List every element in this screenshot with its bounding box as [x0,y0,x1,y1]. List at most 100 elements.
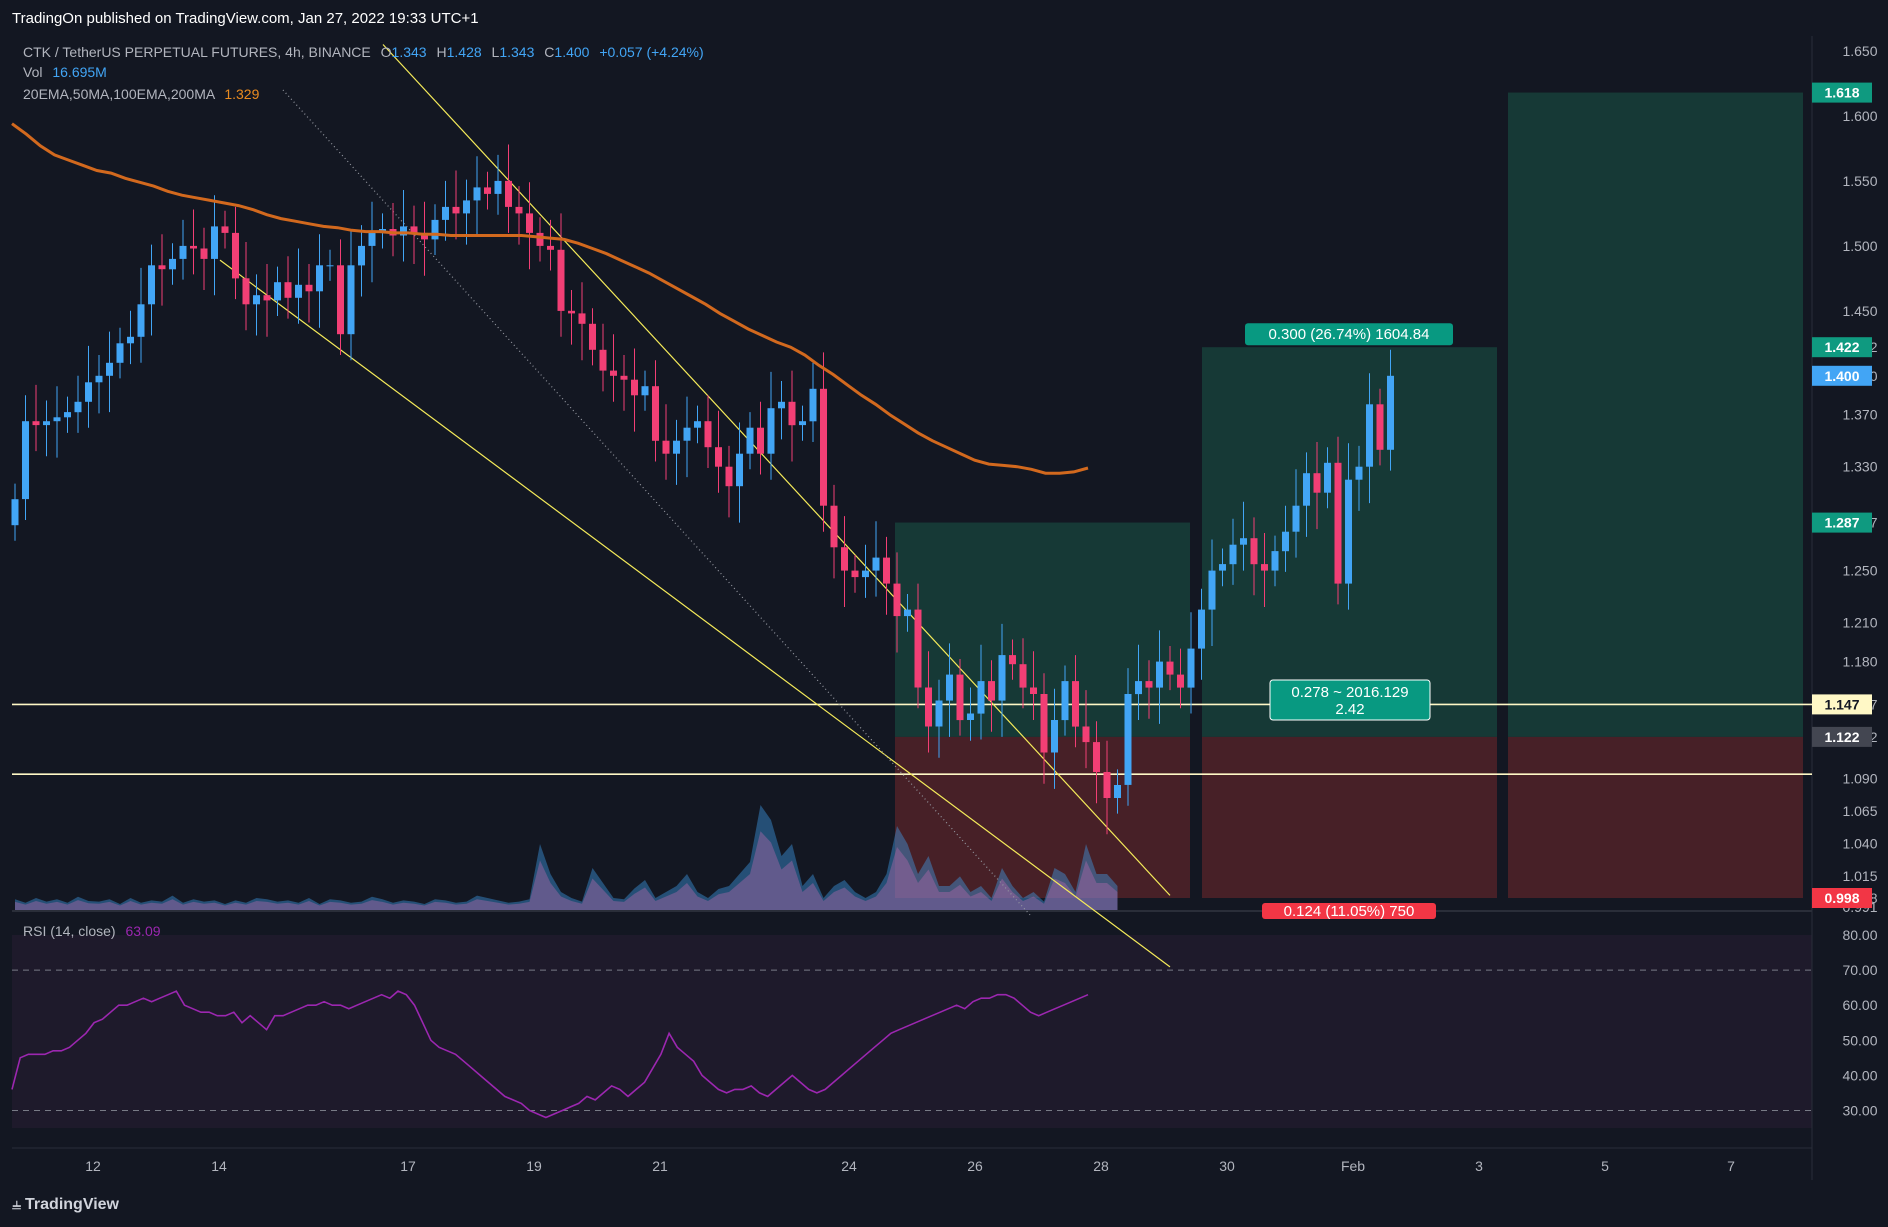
candle-body [368,232,376,246]
candle-body [967,713,974,720]
ma-line [11,122,1089,475]
price-tick-label: 1.600 [1842,108,1877,124]
candle-body [1303,473,1310,506]
candle-body [242,278,250,305]
stop-zone-2[interactable] [1202,736,1497,898]
legend-volume: Vol 16.695M [23,64,107,80]
candle-body [662,440,670,454]
stop-zone-1[interactable] [895,736,1190,898]
candle-body [11,499,19,526]
rsi-line [11,990,1089,1119]
candle-body [32,421,40,426]
tradingview-logo[interactable]: ⫨ TradingView [12,1196,119,1214]
candle-body [1187,648,1195,688]
time-tick-label: Feb [1341,1158,1365,1174]
candle-body [1177,674,1184,688]
legend-vol-value: 16.695M [52,64,107,80]
time-tick-label: 14 [211,1158,227,1174]
channel-line-1[interactable] [219,259,1171,968]
candle-body [295,284,302,298]
rsi-pane-band [12,935,1812,1128]
candle-body [1261,564,1268,571]
legend-open-label: O [380,44,392,60]
ratio-label-line2: 2.42 [1335,701,1364,718]
time-tick-label: 3 [1475,1158,1483,1174]
candle-body [620,375,628,380]
price-badge-label: 1.122 [1824,729,1859,745]
candle-body [1114,785,1121,798]
target-label-box [1245,323,1453,346]
legend-ma-label: 20EMA,50MA,100EMA,200MA [23,86,215,102]
axes: 1.650 1.600 1.550 1.500 1.450 1.422 1.400 1.370… [85,43,1878,1174]
time-tick-label: 26 [967,1158,983,1174]
price-badge-label: 1.618 [1824,85,1859,101]
candle-body [410,226,418,233]
price-tick-label: 1.330 [1842,459,1877,475]
channel-midline[interactable] [282,89,1031,916]
price-badge-label: 1.147 [1824,696,1859,712]
volume-area [15,805,1118,910]
candle-body [641,386,649,396]
candle-body [610,370,617,376]
candle-body [631,379,638,396]
candle-body [400,226,407,236]
stop-label-box [1262,903,1436,919]
candle-body [925,687,932,727]
candle-body [673,440,680,454]
candle-body [526,213,533,233]
candle-body [1282,531,1289,552]
legend-change: +0.057 (+4.24%) [599,44,704,60]
candle-body [557,249,565,311]
candle-body [22,421,29,500]
candle-body [1072,681,1079,727]
candle-body [284,282,292,298]
candle-body [1166,661,1174,675]
legend-low-label: L [491,44,500,60]
descending-channel[interactable] [219,44,1171,968]
price-tick-label: 1.090 [1842,771,1877,787]
candle-body [85,382,92,402]
candle-body [106,362,113,376]
candle-body [946,674,953,701]
candle-body [1345,479,1352,584]
candle-body [1198,609,1205,649]
stop-label: 0.124 (11.05%) 750 [1284,903,1415,920]
candle-body [914,609,922,688]
candle-body [200,248,208,259]
candle-body [442,206,449,220]
stop-zone-3[interactable] [1508,736,1803,898]
rsi-tick-label: 30.00 [1842,1103,1877,1119]
price-badge [1812,512,1872,533]
price-tick-label: 1.250 [1842,563,1877,579]
time-tick-label: 17 [400,1158,416,1174]
volume-down-area [15,831,1118,910]
candle-body [746,427,754,454]
legend-high-label: H [436,44,447,60]
legend-open-value: 1.343 [391,44,427,60]
candle-body [53,417,61,422]
candle-body [872,557,880,571]
candle-body [221,226,229,233]
target-zone-3[interactable] [1508,92,1803,737]
candle-body [757,427,764,454]
candle-body [935,700,943,727]
moving-average-line [11,122,1089,475]
candle-body [998,655,1006,701]
candle-body [358,245,365,266]
candle-body [1376,404,1384,450]
candle-body [158,265,166,270]
candle-body [788,401,796,426]
price-tick-label: 1.040 [1842,835,1877,851]
candle-body [988,681,995,701]
time-tick-label: 21 [652,1158,668,1174]
candle-body [1355,466,1363,480]
candle-body [547,245,554,250]
rsi-series [11,969,1812,1119]
candle-body [1219,564,1226,571]
legend-rsi: RSI (14, close) 63.09 [23,923,161,939]
channel-line-2[interactable] [382,44,1171,896]
price-badge-label: 1.400 [1824,368,1859,384]
candle-body [883,557,890,584]
candle-body [232,232,239,279]
